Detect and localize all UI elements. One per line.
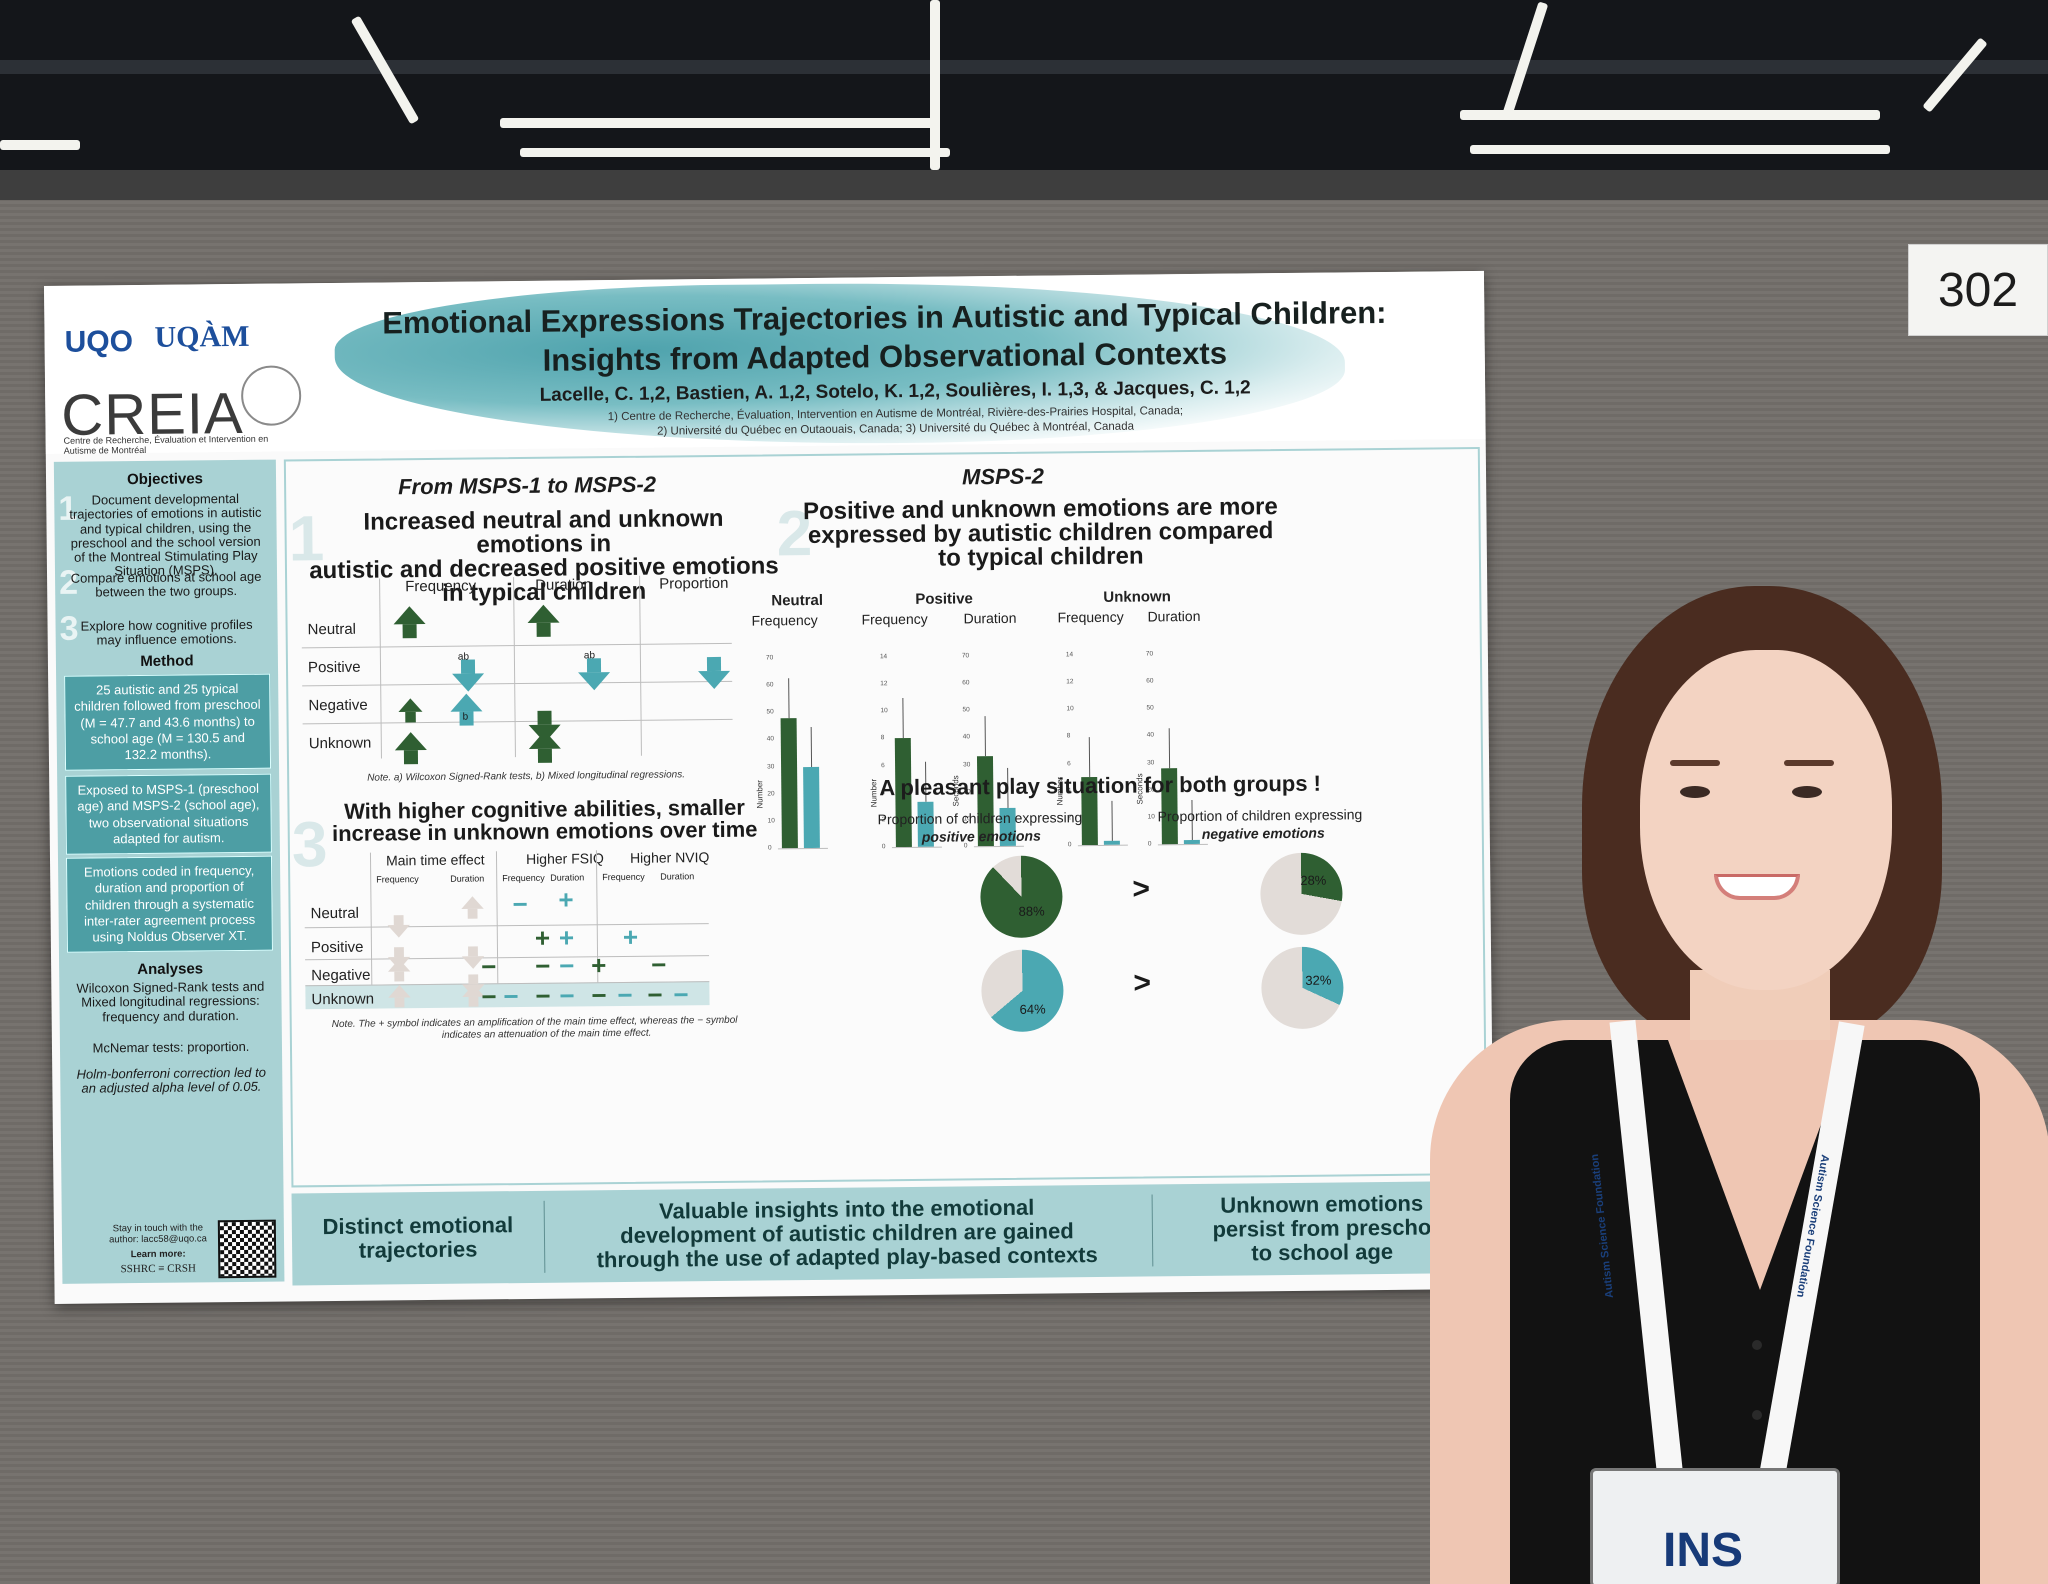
analyses-3: Holm-bonferroni correction led to an adj…: [76, 1064, 266, 1096]
badge-text: INS: [1663, 1524, 1744, 1577]
ceiling-light: [930, 0, 940, 170]
method-box-situations: Exposed to MSPS-1 (preschool age) and MS…: [65, 773, 272, 855]
objective-2: Compare emotions at school age between t…: [70, 568, 262, 600]
ceiling-light: [1470, 145, 1890, 154]
footer-divider: [1151, 1194, 1154, 1267]
objectives-heading: Objectives: [127, 470, 204, 489]
pie-charts: 88% 64% 28% 32%: [286, 449, 1490, 1189]
method-heading: Method: [140, 652, 194, 671]
presenter-person: Autism Science Foundation Autism Science…: [1400, 580, 2048, 1584]
pie-slice-label: 64%: [1019, 1001, 1046, 1017]
eyebrow: [1670, 760, 1720, 766]
method-box-coding: Emotions coded in frequency, duration an…: [65, 855, 273, 954]
contact-text: Stay in touch with the author: lacc58@uq…: [109, 1222, 207, 1246]
button: [1752, 1410, 1762, 1420]
objective-1: Document developmental trajectories of e…: [69, 490, 262, 579]
ceiling-light: [520, 148, 950, 157]
smile: [1714, 874, 1800, 900]
qr-code: [217, 1219, 277, 1279]
objective-3: Explore how cognitive profiles may influ…: [80, 616, 253, 648]
pie-chart: [981, 949, 1064, 1033]
booth-number-card: 302: [1908, 244, 2048, 336]
footer-middle: Valuable insights into the emotional dev…: [550, 1195, 1145, 1274]
ceiling-light: [1460, 110, 1880, 120]
ceiling-beam: [0, 60, 2048, 74]
greater-than-symbol: >: [1132, 872, 1151, 906]
method-box-participants: 25 autistic and 25 typical children foll…: [64, 673, 272, 772]
analyses-2: McNemar tests: proportion.: [92, 1038, 250, 1056]
pie-chart: [980, 855, 1063, 939]
learn-more-text: Learn more:: [130, 1248, 186, 1261]
uqo-logo: UQO: [64, 325, 134, 359]
sshrc-logo: SSHRC ≡ CRSH: [120, 1262, 196, 1276]
ceiling: [0, 0, 2048, 200]
face: [1640, 650, 1892, 990]
name-badge: INS: [1590, 1468, 1840, 1584]
pie-slice-label: 28%: [1300, 872, 1327, 888]
analyses-1: Wilcoxon Signed-Rank tests and Mixed lon…: [76, 978, 265, 1025]
ceiling-light: [500, 118, 940, 128]
footer-left-line1: Distinct emotional: [322, 1212, 514, 1240]
eyebrow: [1784, 760, 1834, 766]
uqam-logo: UQÀM: [154, 319, 250, 354]
poster-sidebar: Objectives 1 Document developmental traj…: [53, 459, 285, 1284]
poster-footer: Distinct emotional trajectories Valuable…: [291, 1180, 1489, 1286]
ceiling-light: [0, 140, 80, 150]
poster-header: UQO UQÀM CREIA Centre de Recherche, Éval…: [44, 270, 1486, 456]
poster-title: Emotional Expressions Trajectories in Au…: [334, 293, 1435, 382]
eye: [1680, 786, 1710, 798]
creia-subtitle: Centre de Recherche, Évaluation et Inter…: [63, 433, 269, 456]
ceiling-light: [1922, 37, 1988, 113]
pie-chart: [1260, 946, 1344, 1030]
eye: [1792, 786, 1822, 798]
creia-head-icon: [240, 365, 302, 426]
button: [1752, 1340, 1762, 1350]
footer-divider: [543, 1200, 546, 1273]
poster-results-panel: 1 From MSPS-1 to MSPS-2 Increased neutra…: [283, 446, 1490, 1189]
footer-left: Distinct emotional trajectories: [298, 1212, 538, 1264]
footer-left-line2: trajectories: [358, 1236, 478, 1263]
analyses-heading: Analyses: [137, 960, 204, 979]
pie-slice-label: 88%: [1018, 903, 1045, 919]
pie-slice-label: 32%: [1305, 972, 1332, 988]
pie-chart: [1260, 852, 1343, 936]
greater-than-symbol: >: [1133, 966, 1152, 1000]
research-poster: UQO UQÀM CREIA Centre de Recherche, Éval…: [44, 270, 1495, 1304]
footer-middle-line3: through the use of adapted play-based co…: [596, 1242, 1098, 1273]
